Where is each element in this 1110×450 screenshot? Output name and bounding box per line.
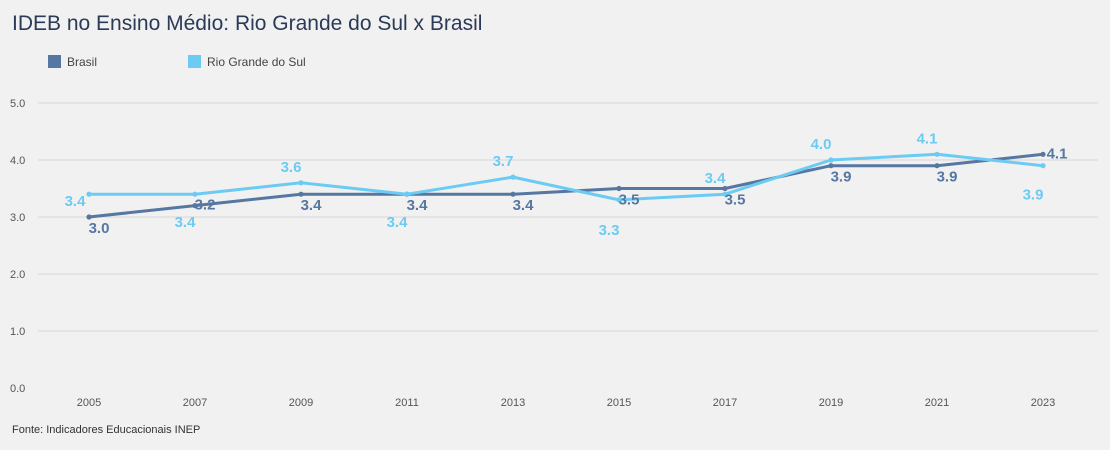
data-point-brasil <box>828 163 834 169</box>
x-tick-label: 2009 <box>289 397 313 409</box>
data-point-brasil <box>1040 151 1046 157</box>
data-point-rio-grande-do-sul <box>298 180 304 186</box>
x-tick-label: 2023 <box>1031 397 1055 409</box>
data-label-rio-grande-do-sul: 3.4 <box>175 214 197 231</box>
data-point-brasil <box>934 163 940 169</box>
y-tick-label: 0.0 <box>10 383 25 395</box>
y-tick-label: 1.0 <box>10 326 25 338</box>
x-tick-label: 2005 <box>77 397 101 409</box>
series-line-brasil <box>87 152 1045 219</box>
legend-label-rio-grande-do-sul: Rio Grande do Sul <box>207 55 306 69</box>
data-point-rio-grande-do-sul <box>192 191 198 197</box>
legend-swatch-rio-grande-do-sul <box>188 55 201 68</box>
y-tick-label: 4.0 <box>10 155 25 167</box>
data-label-rio-grande-do-sul: 4.0 <box>811 136 832 153</box>
data-point-rio-grande-do-sul <box>1040 163 1046 169</box>
legend-item-brasil[interactable]: Brasil <box>48 54 97 70</box>
data-label-brasil: 3.4 <box>301 197 323 214</box>
x-tick-label: 2007 <box>183 397 207 409</box>
data-label-rio-grande-do-sul: 3.4 <box>387 214 409 231</box>
data-label-rio-grande-do-sul: 3.9 <box>1023 187 1044 204</box>
x-tick-label: 2019 <box>819 397 843 409</box>
data-label-brasil: 3.5 <box>619 192 640 209</box>
x-tick-label: 2015 <box>607 397 631 409</box>
data-label-rio-grande-do-sul: 4.1 <box>917 130 938 147</box>
x-tick-label: 2013 <box>501 397 525 409</box>
x-tick-label: 2017 <box>713 397 737 409</box>
data-label-brasil: 3.9 <box>937 169 958 186</box>
data-label-brasil: 3.5 <box>725 192 746 209</box>
y-tick-label: 2.0 <box>10 269 25 281</box>
data-point-brasil <box>192 203 198 209</box>
legend-swatch-brasil <box>48 55 61 68</box>
data-label-rio-grande-do-sul: 3.4 <box>705 170 727 187</box>
data-point-rio-grande-do-sul <box>934 151 940 157</box>
data-point-brasil <box>86 214 92 220</box>
data-point-brasil <box>298 191 304 197</box>
data-label-rio-grande-do-sul: 3.6 <box>281 159 302 176</box>
data-label-brasil: 3.9 <box>831 169 852 186</box>
data-label-brasil: 3.4 <box>513 197 535 214</box>
y-tick-label: 5.0 <box>10 98 25 110</box>
data-point-rio-grande-do-sul <box>616 197 622 203</box>
x-tick-label: 2021 <box>925 397 949 409</box>
source-note: Fonte: Indicadores Educacionais INEP <box>12 424 201 436</box>
data-label-brasil: 3.2 <box>195 197 216 214</box>
x-tick-label: 2011 <box>395 397 419 409</box>
series-line-rio-grande-do-sul <box>87 152 1045 202</box>
data-point-rio-grande-do-sul <box>86 191 92 197</box>
data-point-brasil <box>616 185 622 192</box>
data-point-brasil <box>510 191 516 197</box>
data-label-rio-grande-do-sul: 3.4 <box>65 193 87 210</box>
data-point-rio-grande-do-sul <box>828 157 834 163</box>
data-point-rio-grande-do-sul <box>510 174 516 180</box>
data-label-rio-grande-do-sul: 3.3 <box>599 222 620 239</box>
chart-title: IDEB no Ensino Médio: Rio Grande do Sul … <box>12 12 483 35</box>
data-label-brasil: 3.4 <box>407 197 429 214</box>
data-label-brasil: 4.1 <box>1047 145 1068 162</box>
data-point-rio-grande-do-sul <box>722 191 728 197</box>
legend-label-brasil: Brasil <box>67 55 98 69</box>
data-label-rio-grande-do-sul: 3.7 <box>493 153 514 170</box>
y-tick-label: 3.0 <box>10 212 25 224</box>
data-point-brasil <box>722 185 728 192</box>
data-point-rio-grande-do-sul <box>404 191 410 197</box>
legend-item-rio-grande-do-sul[interactable]: Rio Grande do Sul <box>188 54 306 70</box>
data-label-brasil: 3.0 <box>89 220 110 237</box>
